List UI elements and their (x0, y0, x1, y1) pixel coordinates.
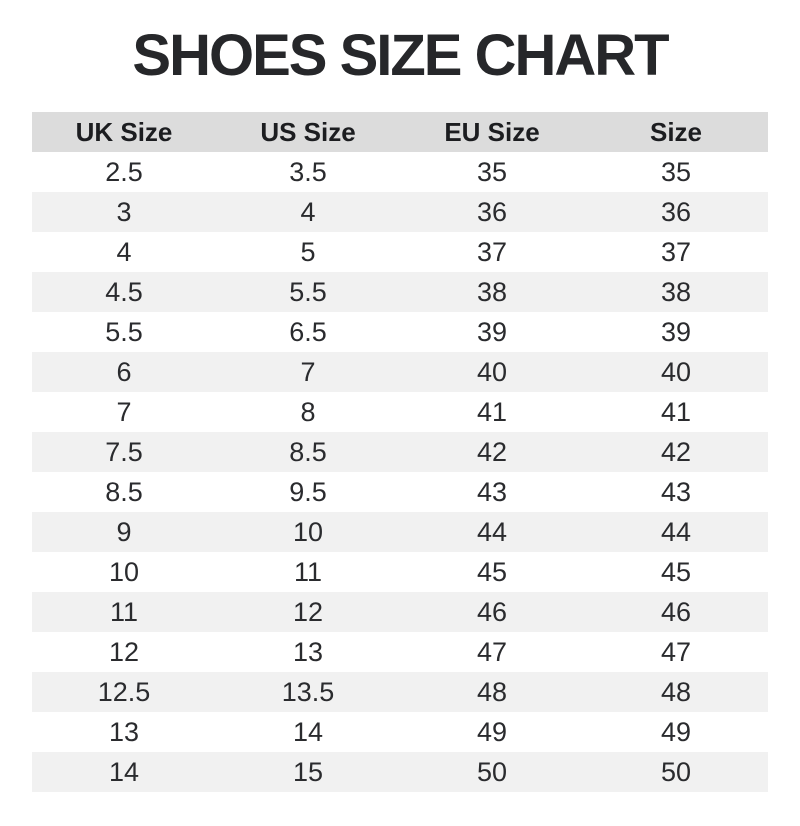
table-cell: 3 (116, 196, 132, 227)
table-row: 7.5 8.5 42 42 (32, 432, 768, 472)
table-cell: 39 (476, 316, 508, 347)
table-cell: 12.5 (97, 676, 151, 707)
table-cell: 10 (292, 516, 324, 547)
table-cell: 40 (476, 356, 508, 387)
table-row: 12.5 13.5 48 48 (32, 672, 768, 712)
table-cell: 3.5 (289, 156, 327, 187)
table-cell: 10 (108, 556, 140, 587)
table-cell: 42 (476, 436, 508, 467)
table-cell: 45 (660, 556, 692, 587)
table-cell: 14 (108, 756, 140, 787)
table-row: 2.5 3.5 35 35 (32, 152, 768, 192)
table-cell: 39 (660, 316, 692, 347)
table-cell: 35 (660, 156, 692, 187)
table-cell: 4 (116, 236, 132, 267)
table-cell: 9 (116, 516, 132, 547)
table-cell: 46 (476, 596, 508, 627)
table-cell: 12 (292, 596, 324, 627)
table-cell: 11 (109, 596, 139, 627)
table-cell: 49 (660, 716, 692, 747)
table-row: 5.5 6.5 39 39 (32, 312, 768, 352)
table-cell: 13 (292, 636, 324, 667)
table-cell: 7 (116, 396, 132, 427)
table-row: 13 14 49 49 (32, 712, 768, 752)
table-cell: 43 (660, 476, 692, 507)
table-cell: 4.5 (105, 276, 143, 307)
table-cell: 47 (476, 636, 508, 667)
table-cell: 14 (292, 716, 324, 747)
table-cell: 13.5 (281, 676, 335, 707)
column-header-us-size: US Size (216, 112, 400, 152)
table-row: 8.5 9.5 43 43 (32, 472, 768, 512)
table-row: 14 15 50 50 (32, 752, 768, 792)
table-row: 9 10 44 44 (32, 512, 768, 552)
table-cell: 38 (476, 276, 508, 307)
table-cell: 36 (476, 196, 508, 227)
table-cell: 6 (116, 356, 132, 387)
table-cell: 45 (476, 556, 508, 587)
table-row: 12 13 47 47 (32, 632, 768, 672)
table-cell: 7 (300, 356, 316, 387)
size-chart-table: UK Size US Size EU Size Size 2.5 3.5 35 35 3… (32, 112, 768, 792)
table-row: 7 8 41 41 (32, 392, 768, 432)
table-header: UK Size US Size EU Size Size (32, 112, 768, 152)
table-cell: 41 (660, 396, 692, 427)
table-cell: 4 (300, 196, 316, 227)
table-row: 6 7 40 40 (32, 352, 768, 392)
table-cell: 35 (476, 156, 508, 187)
page-title: SHOES SIZE CHART (132, 23, 669, 88)
table-cell: 40 (660, 356, 692, 387)
table-cell: 8.5 (105, 476, 143, 507)
table-cell: 6.5 (289, 316, 327, 347)
table-cell: 12 (108, 636, 140, 667)
table-cell: 49 (476, 716, 508, 747)
table-cell: 13 (108, 716, 140, 747)
column-header-size: Size (584, 112, 768, 152)
table-cell: 48 (660, 676, 692, 707)
table-cell: 44 (660, 516, 692, 547)
table-cell: 5.5 (105, 316, 143, 347)
table-row: 11 12 46 46 (32, 592, 768, 632)
table-row: 10 11 45 45 (32, 552, 768, 592)
table-cell: 11 (293, 556, 323, 587)
table-cell: 47 (660, 636, 692, 667)
table-cell: 37 (476, 236, 508, 267)
table-cell: 50 (660, 756, 692, 787)
table-cell: 50 (476, 756, 508, 787)
table-cell: 48 (476, 676, 508, 707)
table-cell: 41 (476, 396, 508, 427)
table-cell: 9.5 (289, 476, 327, 507)
table-cell: 7.5 (105, 436, 143, 467)
table-cell: 37 (660, 236, 692, 267)
table-cell: 44 (476, 516, 508, 547)
table-cell: 8 (300, 396, 316, 427)
table-cell: 8.5 (289, 436, 327, 467)
table-cell: 38 (660, 276, 692, 307)
table-cell: 36 (660, 196, 692, 227)
table-header-row: UK Size US Size EU Size Size (32, 112, 768, 152)
table-cell: 42 (660, 436, 692, 467)
table-cell: 15 (292, 756, 324, 787)
column-header-uk-size: UK Size (32, 112, 216, 152)
table-row: 3 4 36 36 (32, 192, 768, 232)
table-cell: 43 (476, 476, 508, 507)
table-cell: 5.5 (289, 276, 327, 307)
column-header-eu-size: EU Size (400, 112, 584, 152)
table-cell: 46 (660, 596, 692, 627)
table-cell: 5 (300, 236, 316, 267)
table-row: 4 5 37 37 (32, 232, 768, 272)
table-cell: 2.5 (105, 156, 143, 187)
table-body: 2.5 3.5 35 35 3 4 36 36 4 5 37 37 4.5 5.5 38 38 5.5 6.5 39… (32, 152, 768, 792)
table-row: 4.5 5.5 38 38 (32, 272, 768, 312)
